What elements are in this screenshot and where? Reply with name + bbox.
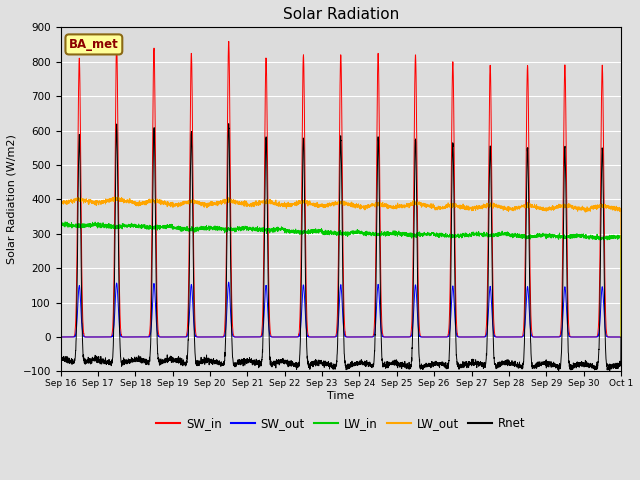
Line: SW_out: SW_out [61,282,621,337]
LW_out [436,206,444,212]
LW_in [467,232,474,238]
LW_in [157,224,165,230]
LW_in [617,334,625,340]
Line: Rnet: Rnet [61,124,621,371]
SW_out [320,334,328,340]
Y-axis label: Solar Radiation (W/m2): Solar Radiation (W/m2) [7,134,17,264]
Text: BA_met: BA_met [69,38,119,51]
Rnet [436,360,444,366]
SW_out [57,334,65,340]
LW_out [499,204,506,210]
SW_out [617,334,625,340]
LW_out [115,194,122,200]
Rnet [499,360,506,365]
SW_in [225,38,232,44]
X-axis label: Time: Time [327,391,355,401]
LW_in [320,229,328,235]
Legend: SW_in, SW_out, LW_in, LW_out, Rnet: SW_in, SW_out, LW_in, LW_out, Rnet [152,412,530,434]
SW_out [225,279,232,285]
LW_out [616,207,624,213]
LW_in [57,222,65,228]
LW_in [436,233,444,239]
SW_out [145,334,153,340]
Rnet [157,359,165,365]
Line: LW_out: LW_out [61,197,621,337]
Rnet [467,361,474,367]
Line: SW_in: SW_in [61,41,621,337]
LW_in [616,234,624,240]
Rnet [616,360,624,366]
SW_out [157,334,165,340]
Rnet [320,360,328,366]
Title: Solar Radiation: Solar Radiation [283,7,399,22]
LW_in [61,219,69,225]
LW_out [467,205,474,211]
SW_out [499,334,506,340]
LW_in [499,229,506,235]
SW_in [157,334,165,340]
Line: LW_in: LW_in [61,222,621,337]
LW_out [157,197,165,203]
SW_out [467,334,474,340]
LW_out [57,199,65,205]
Rnet [57,357,65,363]
SW_out [616,334,624,340]
SW_in [57,334,65,340]
LW_out [617,334,625,340]
SW_in [467,334,474,340]
SW_in [499,334,506,340]
SW_out [436,334,444,340]
SW_in [617,334,625,340]
SW_in [320,334,328,340]
SW_in [616,334,624,340]
Rnet [225,121,232,127]
LW_out [320,203,328,209]
Rnet [555,368,563,373]
SW_in [436,334,444,340]
Rnet [617,334,625,340]
